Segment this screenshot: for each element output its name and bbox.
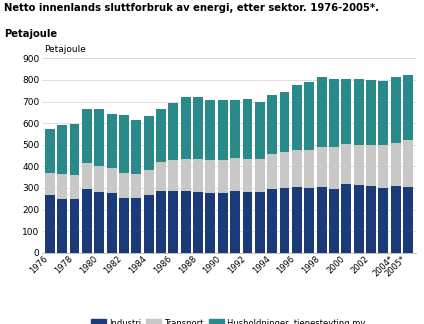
- Bar: [267, 155, 277, 189]
- Bar: [45, 195, 55, 253]
- Bar: [70, 199, 79, 253]
- Bar: [156, 162, 166, 191]
- Bar: [218, 100, 228, 160]
- Bar: [379, 145, 388, 188]
- Bar: [341, 79, 351, 144]
- Bar: [267, 189, 277, 253]
- Bar: [57, 125, 67, 174]
- Bar: [70, 175, 79, 199]
- Bar: [366, 80, 376, 145]
- Bar: [168, 103, 179, 160]
- Bar: [279, 188, 290, 253]
- Bar: [341, 184, 351, 253]
- Bar: [391, 186, 401, 253]
- Bar: [168, 191, 179, 253]
- Bar: [317, 147, 326, 187]
- Bar: [317, 77, 326, 147]
- Bar: [218, 193, 228, 253]
- Bar: [82, 109, 92, 163]
- Bar: [156, 191, 166, 253]
- Bar: [354, 79, 364, 145]
- Text: Petajoule: Petajoule: [44, 45, 86, 54]
- Bar: [243, 159, 252, 192]
- Bar: [206, 100, 215, 160]
- Bar: [131, 120, 141, 174]
- Bar: [193, 159, 203, 192]
- Bar: [403, 140, 413, 187]
- Bar: [292, 187, 302, 253]
- Bar: [403, 187, 413, 253]
- Bar: [144, 116, 153, 169]
- Bar: [391, 143, 401, 186]
- Bar: [94, 192, 104, 253]
- Bar: [255, 101, 265, 159]
- Bar: [107, 168, 117, 193]
- Bar: [144, 169, 153, 195]
- Bar: [230, 100, 240, 158]
- Bar: [403, 75, 413, 140]
- Bar: [168, 160, 179, 191]
- Bar: [218, 160, 228, 193]
- Bar: [181, 159, 191, 191]
- Bar: [292, 150, 302, 187]
- Bar: [131, 198, 141, 253]
- Bar: [206, 193, 215, 253]
- Bar: [70, 123, 79, 175]
- Bar: [45, 173, 55, 195]
- Bar: [119, 173, 129, 198]
- Bar: [82, 189, 92, 253]
- Text: Netto innenlands sluttforbruk av energi, etter sektor. 1976-2005*.: Netto innenlands sluttforbruk av energi,…: [4, 3, 379, 13]
- Bar: [329, 189, 339, 253]
- Bar: [366, 186, 376, 253]
- Bar: [107, 193, 117, 253]
- Bar: [119, 115, 129, 173]
- Bar: [279, 152, 290, 188]
- Bar: [304, 150, 314, 188]
- Bar: [131, 174, 141, 198]
- Bar: [292, 85, 302, 150]
- Bar: [379, 81, 388, 145]
- Bar: [57, 199, 67, 253]
- Bar: [329, 147, 339, 189]
- Bar: [304, 82, 314, 150]
- Legend: Industri, Transport, Husholdninger, tjenesteyting mv.: Industri, Transport, Husholdninger, tjen…: [87, 315, 371, 324]
- Bar: [94, 166, 104, 192]
- Bar: [230, 191, 240, 253]
- Bar: [366, 145, 376, 186]
- Bar: [267, 95, 277, 155]
- Bar: [341, 144, 351, 184]
- Bar: [304, 188, 314, 253]
- Bar: [156, 109, 166, 162]
- Bar: [193, 97, 203, 159]
- Bar: [181, 191, 191, 253]
- Bar: [379, 188, 388, 253]
- Bar: [354, 145, 364, 185]
- Bar: [255, 192, 265, 253]
- Bar: [57, 174, 67, 199]
- Bar: [354, 185, 364, 253]
- Bar: [45, 129, 55, 173]
- Bar: [230, 158, 240, 191]
- Bar: [255, 159, 265, 192]
- Text: Petajoule: Petajoule: [4, 29, 57, 39]
- Bar: [317, 187, 326, 253]
- Bar: [206, 160, 215, 193]
- Bar: [243, 99, 252, 159]
- Bar: [181, 97, 191, 159]
- Bar: [243, 192, 252, 253]
- Bar: [391, 77, 401, 143]
- Bar: [94, 109, 104, 166]
- Bar: [107, 114, 117, 168]
- Bar: [329, 79, 339, 147]
- Bar: [82, 163, 92, 189]
- Bar: [193, 192, 203, 253]
- Bar: [119, 198, 129, 253]
- Bar: [279, 92, 290, 152]
- Bar: [144, 195, 153, 253]
